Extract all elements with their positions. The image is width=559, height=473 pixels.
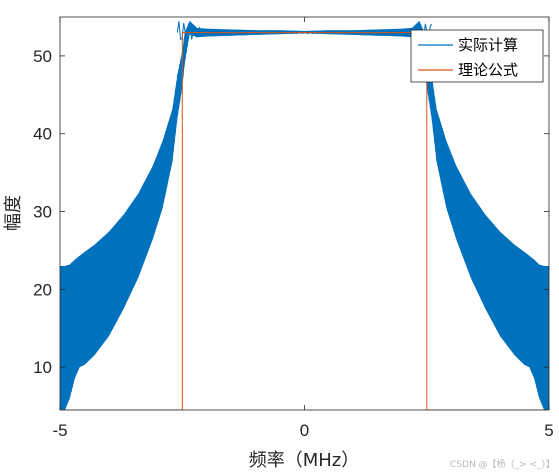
legend-box [410,29,544,83]
legend-label: 实际计算 [458,36,518,54]
watermark: CSDN @【杨（_> <_）】 [450,460,555,470]
series-group [60,20,549,410]
y-axis-label: 幅度 [3,195,24,231]
y-tick-label: 20 [33,280,52,299]
x-axis-label: 频率（MHz） [249,450,360,471]
y-tick-label: 30 [33,203,52,222]
axes: -5 0 5 10 20 30 40 50 [33,16,554,440]
y-tick-label: 10 [33,358,52,377]
series-theory-line [60,32,549,410]
y-tick-label: 40 [33,125,52,144]
y-tick-label: 50 [33,47,52,66]
plot-area [60,20,549,410]
legend-label: 理论公式 [458,61,518,79]
series-actual-envelope [60,20,549,410]
x-tick-label: -5 [52,421,67,440]
x-tick-label: 0 [300,421,309,440]
x-tick-label: 5 [544,421,553,440]
